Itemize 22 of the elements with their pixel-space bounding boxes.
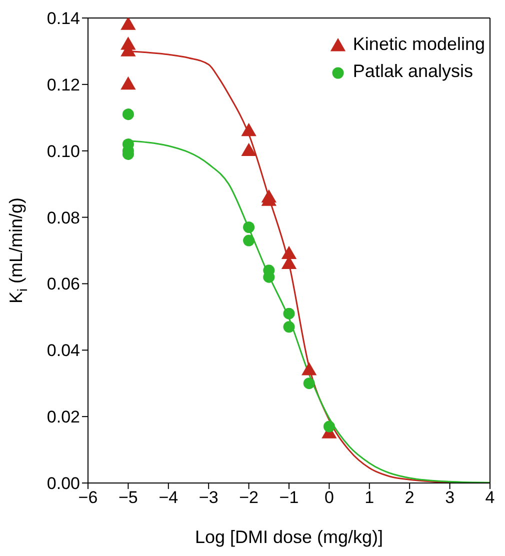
y-tick-label: 0.10 bbox=[46, 142, 80, 161]
x-tick-label: −6 bbox=[78, 488, 98, 508]
y-tick-label: 0.04 bbox=[46, 341, 80, 360]
y-tick-label: 0.12 bbox=[46, 75, 80, 94]
x-tick-label: −5 bbox=[118, 488, 138, 508]
legend-label: Kinetic modeling bbox=[352, 34, 485, 55]
x-tick-label: −3 bbox=[198, 488, 218, 508]
x-tick-label: 1 bbox=[364, 488, 374, 508]
y-tick-label: 0.06 bbox=[46, 274, 80, 294]
y-tick-label: 0.00 bbox=[46, 474, 80, 494]
x-tick-label: 0 bbox=[324, 488, 334, 508]
y-tick-label: 0.14 bbox=[46, 9, 80, 28]
x-axis-title: Log [DMI dose (mg/kg)] bbox=[194, 527, 384, 547]
x-tick-label: 3 bbox=[445, 488, 455, 508]
legend-label: Patlak analysis bbox=[352, 61, 473, 82]
x-tick-label: 4 bbox=[485, 488, 495, 508]
y-tick-label: 0.02 bbox=[46, 408, 80, 427]
x-tick-label: −4 bbox=[158, 488, 178, 508]
x-tick-label: −1 bbox=[279, 488, 299, 508]
x-tick-label: 2 bbox=[404, 488, 414, 508]
y-tick-label: 0.08 bbox=[46, 208, 80, 228]
x-tick-label: −2 bbox=[239, 488, 258, 508]
